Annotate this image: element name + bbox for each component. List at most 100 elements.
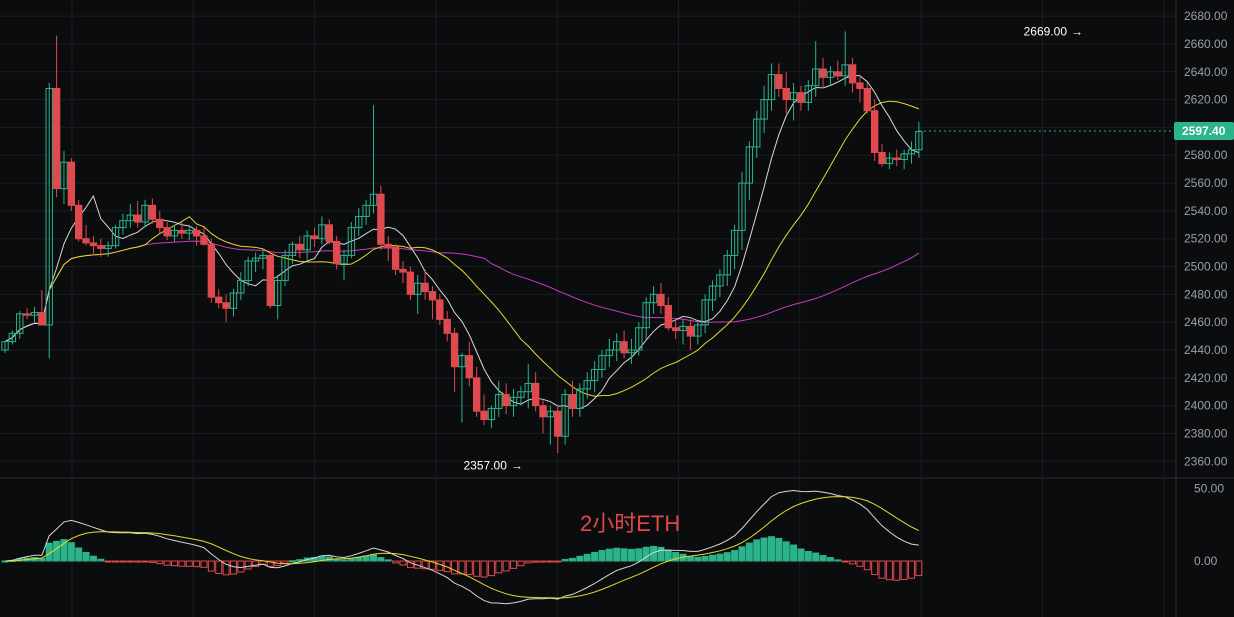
macd-bar-up <box>288 560 296 563</box>
macd-bar-down <box>546 560 554 563</box>
candle-body-down <box>782 87 790 101</box>
price-tick-label: 2480.00 <box>1184 287 1228 301</box>
macd-bar-up <box>826 557 834 562</box>
macd-bar-down <box>399 560 407 566</box>
candle-body-up <box>495 394 503 409</box>
macd-bar-up <box>384 559 392 562</box>
macd-bar-up <box>67 542 75 562</box>
macd-bar-down <box>392 560 400 564</box>
macd-bar-down <box>119 560 127 563</box>
candle-body-up <box>812 68 820 87</box>
price-tick-label: 2380.00 <box>1184 426 1228 440</box>
macd-bar-up <box>775 537 783 562</box>
macd-bar-up <box>605 548 613 562</box>
candle-body-down <box>443 318 451 334</box>
moving-average-mid <box>4 100 920 397</box>
candle-body-down <box>192 229 201 237</box>
macd-bar-down <box>915 560 923 577</box>
candle-body-down <box>163 227 171 237</box>
candle-body-up <box>826 71 835 78</box>
macd-bar-up <box>318 555 326 562</box>
candle-body-down <box>870 110 879 153</box>
candle-body-up <box>730 229 739 256</box>
macd-bar-down <box>893 560 901 581</box>
macd-bar-up <box>664 549 672 562</box>
candle-body-up <box>458 355 466 368</box>
candle-body-down <box>450 332 459 368</box>
candle-body-down <box>67 161 76 206</box>
macd-bar-up <box>642 546 650 562</box>
price-tick-label: 2420.00 <box>1184 371 1228 385</box>
candle-body-up <box>487 407 496 421</box>
candle-body-down <box>664 304 672 329</box>
candle-body-down <box>893 157 901 160</box>
candle-body-up <box>694 324 702 337</box>
candle-body-up <box>561 394 569 437</box>
macd-bar-up <box>716 553 724 562</box>
macd-bar-down <box>495 560 503 574</box>
candle-body-up <box>789 92 798 101</box>
chart-watermark: 2小时ETH <box>580 511 680 536</box>
macd-bar-up <box>296 559 304 562</box>
macd-bar-down <box>510 560 518 569</box>
macd-bar-up <box>561 558 569 562</box>
candle-body-up <box>318 224 326 240</box>
macd-bar-down <box>104 560 112 563</box>
candle-body-down <box>399 268 407 273</box>
macd-bar-up <box>568 557 576 562</box>
candle-body-up <box>598 355 606 370</box>
candle-body-up <box>627 349 636 354</box>
candle-body-down <box>428 291 437 301</box>
candle-body-up <box>517 391 525 398</box>
candle-body-up <box>340 254 348 265</box>
moving-average-mid-line <box>4 100 920 397</box>
macd-bar-up <box>82 551 90 562</box>
macd-bar-up <box>627 548 635 562</box>
last-price-badge[interactable]: 2597.40 <box>918 122 1234 141</box>
candle-body-up <box>104 245 112 249</box>
last-price-badge-bg <box>1174 122 1234 141</box>
candle-body-up <box>760 99 768 120</box>
last-price-label: 2597.40 <box>1182 124 1226 138</box>
price-axis: 2680.002660.002640.002620.002600.002580.… <box>1184 9 1228 468</box>
macd-bar-down <box>163 560 171 566</box>
candle-body-up <box>738 182 746 231</box>
candle-body-down <box>856 82 864 89</box>
candle-body-up <box>701 299 709 326</box>
price-tick-label: 2520.00 <box>1184 232 1228 246</box>
candle-body-down <box>222 302 230 309</box>
macd-bar-down <box>148 560 156 563</box>
macd-bar-up <box>347 558 355 562</box>
candle-body-up <box>649 293 658 304</box>
candle-body-down <box>156 218 164 229</box>
macd-bar-down <box>126 560 134 563</box>
macd-bar-up <box>650 545 658 562</box>
candle-body-down <box>215 296 223 304</box>
macd-bar-up <box>635 548 643 562</box>
candle-body-up <box>804 85 813 103</box>
candle-body-down <box>554 410 562 437</box>
macd-bar-up <box>812 552 820 562</box>
macd-bar-up <box>790 544 798 562</box>
macd-bar-down <box>252 560 260 567</box>
candle-body-down <box>539 405 547 418</box>
macd-bar-down <box>185 560 193 567</box>
candle-body-down <box>200 235 208 245</box>
candle-body-up <box>126 214 134 222</box>
candle-body-up <box>170 229 179 237</box>
candle-body-up <box>590 368 599 382</box>
candle-body-up <box>1 341 9 351</box>
candle-body-up <box>753 118 761 148</box>
candle-body-down <box>391 246 400 270</box>
candle-body-up <box>841 64 849 77</box>
moving-average-slow <box>4 240 920 343</box>
high-arrow-icon: → <box>1071 24 1083 38</box>
candle-body-down <box>472 377 481 412</box>
candle-body-down <box>89 242 98 247</box>
macd-bar-down <box>878 560 886 579</box>
candle-body-down <box>310 235 319 240</box>
macd-bar-up <box>701 555 709 562</box>
candle-body-down <box>480 410 488 421</box>
